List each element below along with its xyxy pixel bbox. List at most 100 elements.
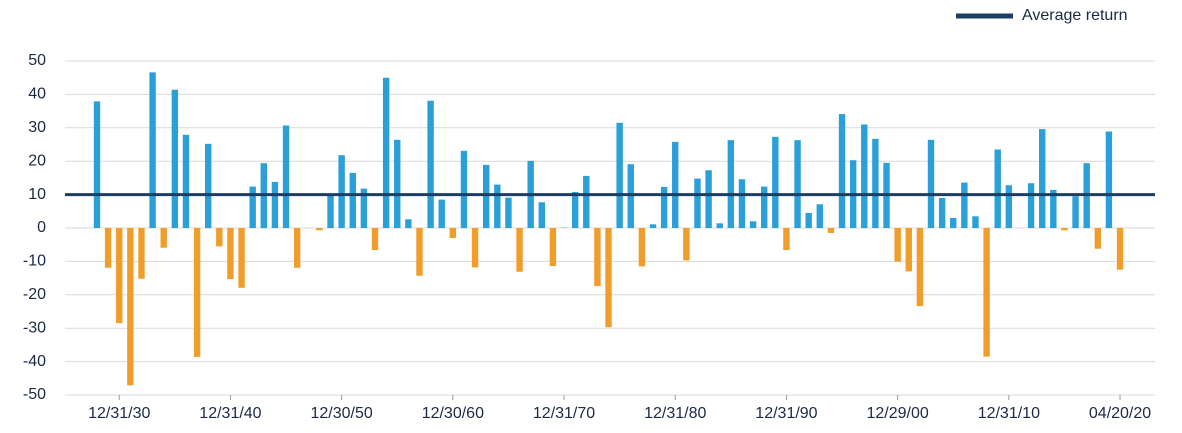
- bar: [605, 228, 612, 328]
- y-tick-label: -20: [23, 286, 46, 303]
- bar: [104, 228, 112, 268]
- bar: [994, 149, 1001, 228]
- bar: [972, 216, 979, 228]
- bar: [205, 143, 212, 228]
- y-tick-label: -50: [23, 386, 46, 403]
- bar: [93, 101, 101, 228]
- x-tick-label: 12/31/30: [88, 405, 150, 422]
- bar: [916, 228, 924, 307]
- y-tick-label: -10: [23, 253, 46, 270]
- bar: [716, 223, 723, 228]
- bar: [494, 184, 501, 228]
- bar: [405, 219, 412, 228]
- bar: [983, 228, 990, 357]
- x-tick-label: 12/30/60: [422, 405, 484, 422]
- y-tick-label: 50: [28, 52, 46, 69]
- bar: [660, 186, 668, 228]
- y-tick-label: 0: [37, 219, 46, 236]
- bar: [583, 175, 590, 228]
- bar: [360, 188, 368, 228]
- y-tick-label: -40: [23, 353, 46, 370]
- bar: [827, 228, 835, 234]
- bar: [1027, 183, 1035, 228]
- bar: [794, 140, 801, 228]
- bar: [216, 228, 223, 247]
- bar: [349, 172, 356, 228]
- bar: [382, 77, 390, 228]
- bar: [516, 228, 523, 272]
- bar: [182, 134, 190, 228]
- bar: [460, 150, 468, 228]
- bar: [427, 100, 434, 228]
- bar: [316, 228, 323, 231]
- bar: [238, 228, 245, 288]
- bar: [116, 228, 123, 324]
- y-tick-label: 30: [28, 119, 46, 136]
- bar: [838, 114, 846, 228]
- bar: [894, 228, 901, 262]
- bar: [694, 178, 701, 228]
- bar: [761, 186, 768, 228]
- y-tick-label: -30: [23, 319, 46, 336]
- bar: [905, 228, 912, 272]
- bar: [271, 181, 279, 228]
- bar: [127, 228, 134, 386]
- legend-label: Average return: [1022, 7, 1128, 24]
- bar: [727, 140, 735, 228]
- bar: [327, 193, 334, 228]
- bar: [1039, 129, 1046, 228]
- bar: [160, 228, 167, 248]
- bar: [171, 89, 179, 228]
- bar: [293, 228, 301, 268]
- bar: [772, 136, 779, 228]
- x-tick-label: 04/20/20: [1089, 405, 1151, 422]
- bar: [549, 228, 557, 267]
- y-tick-label: 10: [28, 186, 46, 203]
- bar: [961, 182, 968, 228]
- bar: [938, 197, 946, 228]
- x-tick-label: 12/31/80: [644, 405, 706, 422]
- bar: [672, 141, 679, 228]
- bar: [149, 72, 156, 228]
- bar: [627, 164, 634, 228]
- bar: [683, 228, 690, 261]
- x-tick-label: 12/31/90: [755, 405, 817, 422]
- x-tick-label: 12/29/00: [866, 405, 928, 422]
- bar: [861, 124, 868, 228]
- bar: [505, 197, 512, 228]
- bar: [1061, 228, 1068, 231]
- bar: [449, 228, 457, 239]
- bar: [1094, 228, 1101, 249]
- y-tick-label: 40: [28, 86, 46, 103]
- x-tick-label: 12/30/50: [310, 405, 372, 422]
- bar: [538, 202, 545, 228]
- x-tick-label: 12/31/10: [978, 405, 1040, 422]
- bar: [338, 155, 345, 228]
- bar: [1072, 196, 1079, 228]
- bar: [927, 139, 935, 228]
- bar: [416, 228, 423, 276]
- bar: [193, 228, 201, 357]
- bar: [1005, 185, 1013, 228]
- bar: [805, 212, 812, 228]
- bar: [471, 228, 479, 268]
- x-tick-label: 12/31/40: [199, 405, 261, 422]
- bar: [438, 199, 445, 228]
- bar: [483, 164, 490, 228]
- bar: [738, 179, 746, 228]
- bar: [594, 228, 601, 287]
- bar: [1105, 131, 1113, 228]
- bar: [1116, 228, 1124, 270]
- bar: [638, 228, 646, 267]
- bar: [705, 170, 712, 228]
- bar: [749, 221, 757, 228]
- bar: [872, 138, 879, 228]
- bar: [1050, 189, 1057, 228]
- bar: [571, 191, 579, 228]
- bar: [649, 224, 657, 228]
- bar: [616, 122, 623, 228]
- y-tick-label: 20: [28, 152, 46, 169]
- bar: [950, 217, 957, 228]
- bar: [249, 186, 256, 228]
